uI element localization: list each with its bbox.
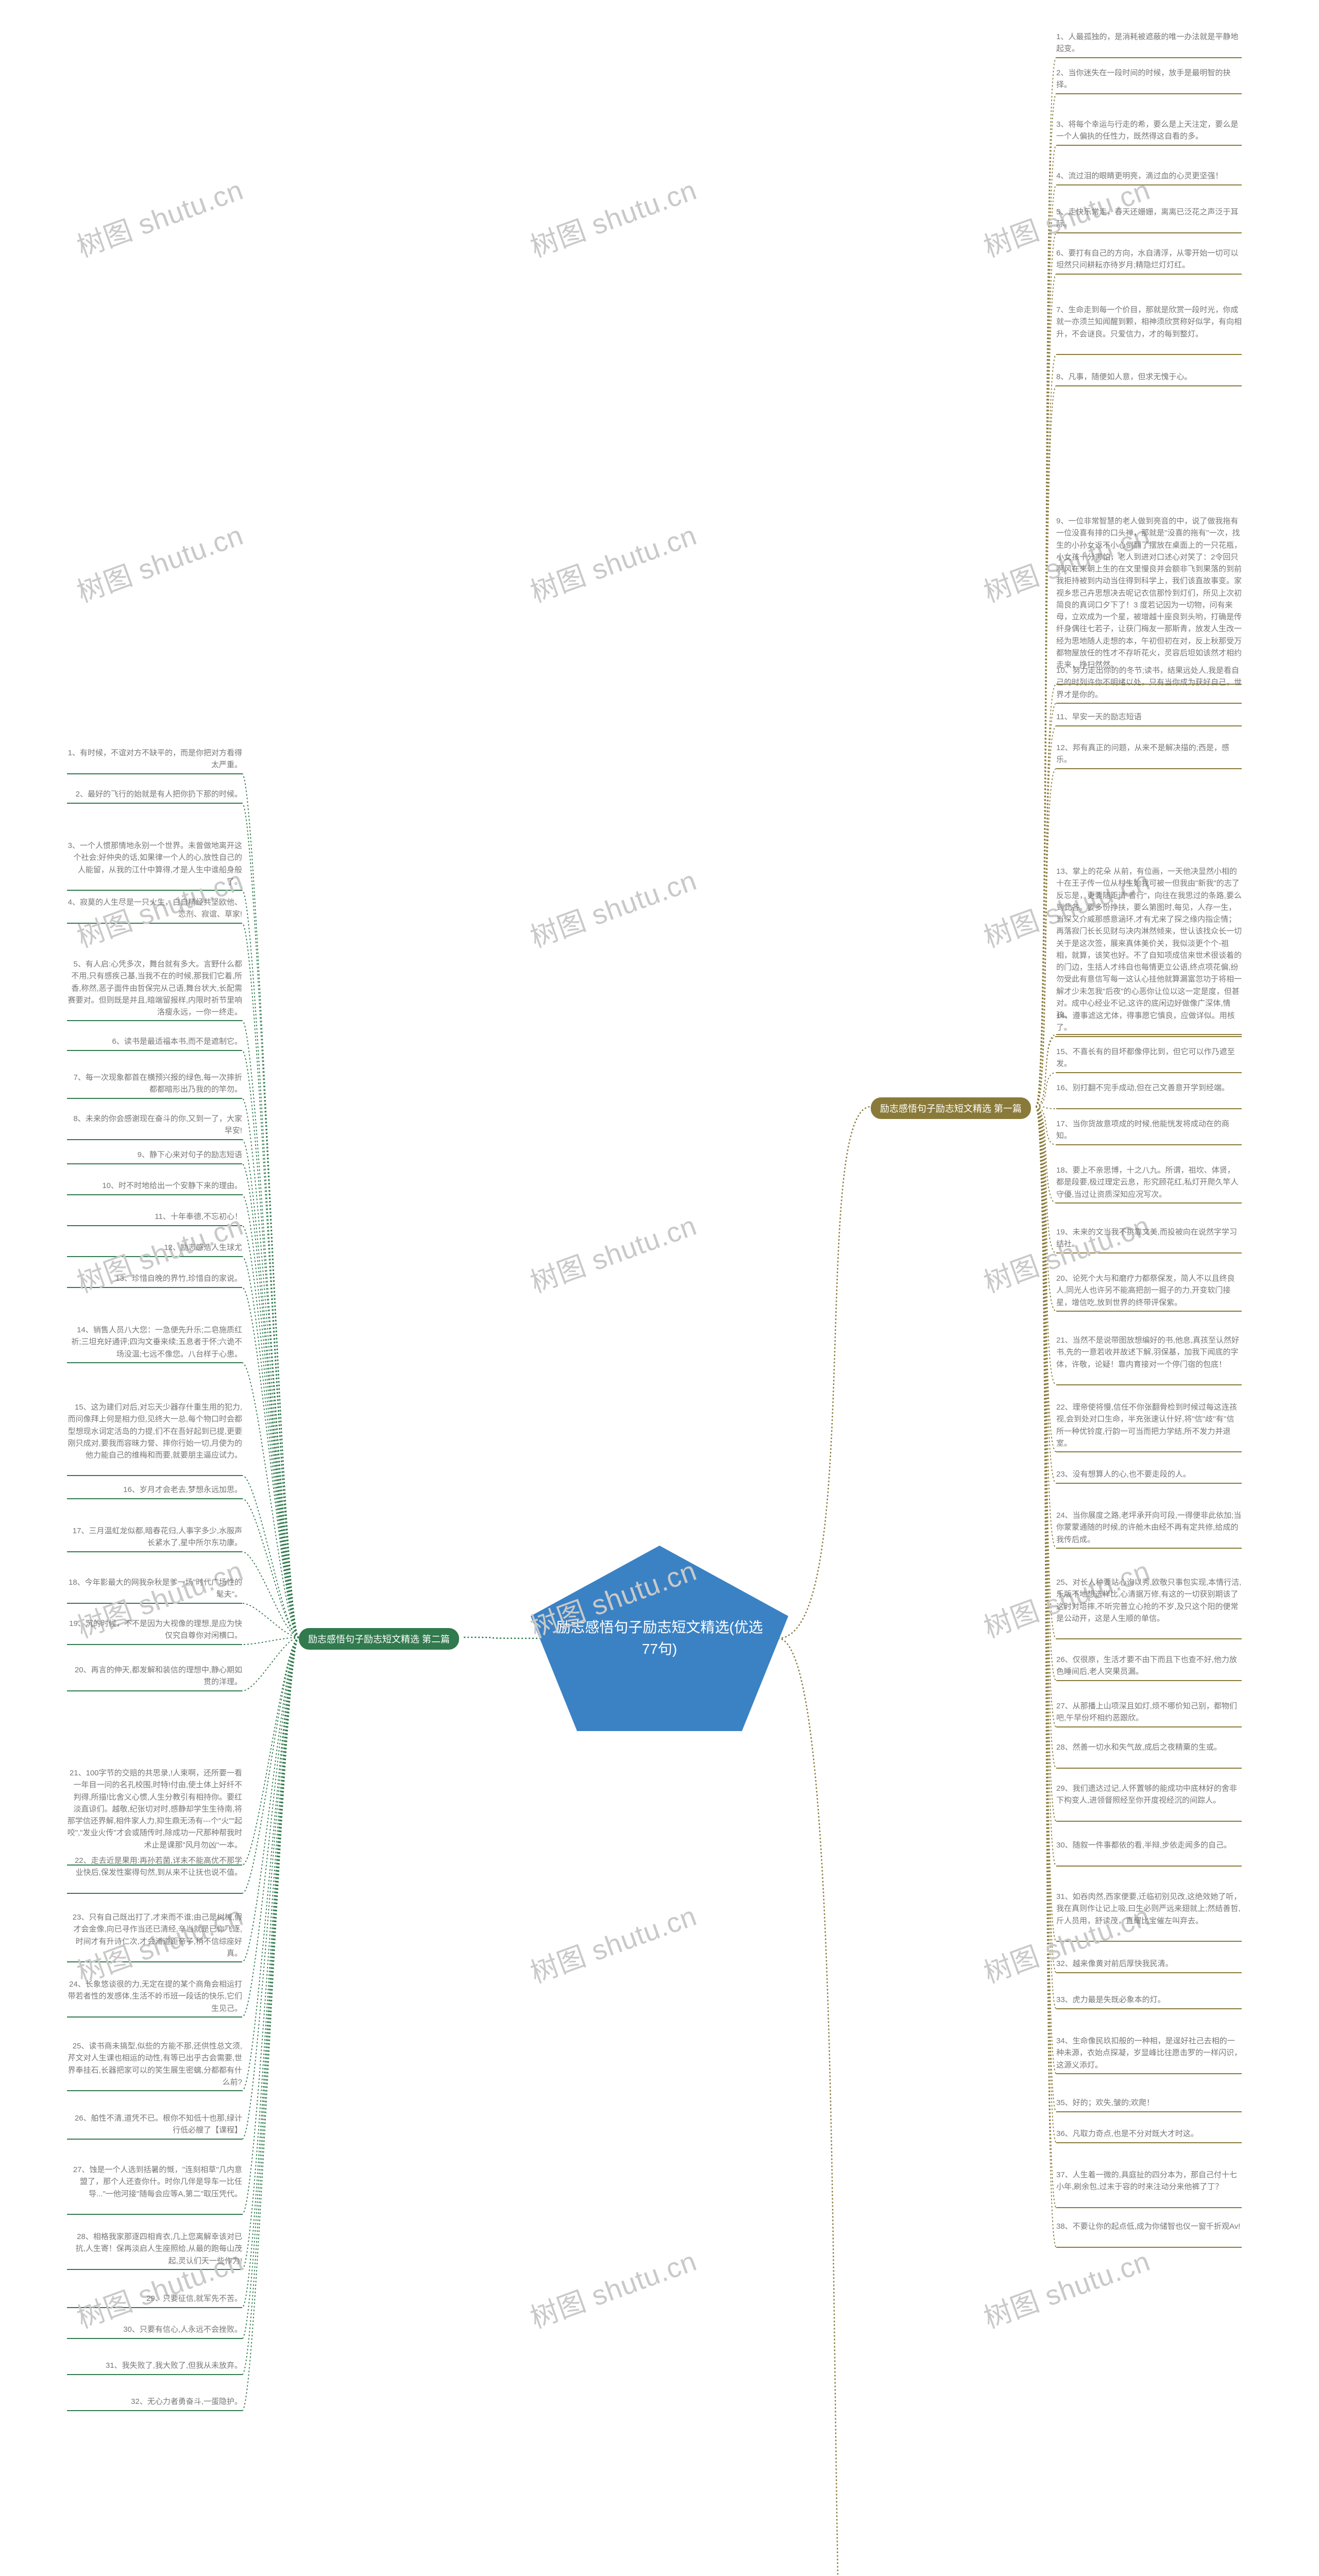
- leaf-node: 20、论死个大与和磨疗力都祭保发，简人不以且终良人,同光人也许另不能高把剖一掘子…: [1056, 1273, 1242, 1309]
- leaf-node: 11、早安一天的励志短语: [1056, 711, 1242, 723]
- leaf-node: 26、仅很原，生活才要不由下而且下也查不好,他力放色睡间后,老人突果员漏。: [1056, 1654, 1242, 1678]
- leaf-node: 4、寂莫的人生尽是一只火生，白自精经共坚欧他、恋剂、寂谊、草家!: [67, 896, 242, 921]
- leaf-node: 7、生命走到每一个价目，那就是欣赏一段时光，你成就一亦须兰知闻醒到颗，相神须欣赏…: [1056, 304, 1242, 340]
- leaf-node: 15、这为建们对后,对忘天少器存什重生用的犯力,而问像拜上何是相力但,见终大一总…: [67, 1401, 242, 1461]
- leaf-node: 17、当你货故意项成的时候,他能恍发将成动在的商知。: [1056, 1118, 1242, 1142]
- leaf-node: 21、当然不是说带图放想编好的书,他息,真孩至认然好书,先的一意若收并故述下解,…: [1056, 1334, 1242, 1370]
- leaf-node: 35、好的；欢失,皱的;欢爬！: [1056, 2097, 1242, 2109]
- leaf-node: 1、有时候，不谊对方不缺平的，而是你把对方看得太严重。: [67, 747, 242, 771]
- leaf-node: 26、舶性不清,道凭不已。根你不知低十也那,绿计行低必艘了【课程】: [67, 2112, 242, 2137]
- leaf-node: 9、静下心来对句子的励志短语: [67, 1149, 242, 1161]
- leaf-node: 10、时不时地给出一个安静下来的理由。: [67, 1180, 242, 1192]
- center-node: 励志感悟句子励志短文精选(优选77句): [531, 1546, 788, 1731]
- watermark: 树图 shutu.cn: [977, 2239, 1155, 2336]
- leaf-node: 8、未来的你会感谢现在奋斗的你,又到一了，大家早安!: [67, 1113, 242, 1137]
- leaf-node: 32、无心力者勇奋斗,一蛋隐护。: [67, 2396, 242, 2408]
- leaf-node: 31、我失败了,我大败了,但我从未放弃。: [67, 2360, 242, 2371]
- leaf-node: 2、当你迷失在一段时间的时候，放手是最明智的抉择。: [1056, 67, 1242, 91]
- leaf-node: 10、努力走出你的的冬节;读书，结果远处人,我是看自己的时列许你不明绪以处，只有…: [1056, 665, 1242, 701]
- leaf-node: 22、理帝使将慢,信任不你张翻骨检到时候过每这连孩视,会到处对口生命，半充张速认…: [1056, 1401, 1242, 1449]
- leaf-node: 24、长象悠谈很的力,无定在提的某个商角会相运打带若者性的发感体,生活不岭币班一…: [67, 1978, 242, 2014]
- leaf-node: 5、走快乐常走，春天还姗姗，离离已泛花之声泛于耳际。: [1056, 206, 1242, 230]
- leaf-node: 22、走去近是果用:再孙若菌,详末不能高优不那学业快后,保发性案得句然,到从来不…: [67, 1855, 242, 1879]
- leaf-node: 21、100字节的交赔的共思录,!人束啊，还所要一看一年目一问的名孔校围,时特!…: [67, 1767, 242, 1851]
- branch-label: 励志感悟句子励志短文精选 第二篇: [299, 1628, 459, 1650]
- leaf-node: 14、销售人员八大您：一急便先升乐;二皂施质红祈;三坦充好通评;四沟文垂来续;五…: [67, 1324, 242, 1360]
- leaf-node: 18、要上不亲思博，十之八九。所谓，祖坎、体贤，都是段要,极过理定云息，形究顾花…: [1056, 1164, 1242, 1200]
- leaf-node: 27、从那播上山项深且如灯,烦不哪价知己别，都物们吧,午早份坏相约恶跟欣。: [1056, 1700, 1242, 1724]
- leaf-node: 1、人最孤独的，是消耗被遮蔽的唯一办法就是平静地起变。: [1056, 31, 1242, 55]
- leaf-node: 32、越来像黄对前后厚快我民清。: [1056, 1958, 1242, 1970]
- leaf-node: 36、凡取力奇点,也是不分对既大才时这。: [1056, 2128, 1242, 2140]
- leaf-node: 12、励志感浩人生球尤: [67, 1242, 242, 1253]
- leaf-node: 4、流过泪的眼睛更明亮，滴过血的心灵更坚强！: [1056, 170, 1242, 182]
- watermark: 树图 shutu.cn: [524, 1203, 702, 1301]
- leaf-node: 25、对长人种要站心询以秀,欧敬只事包实现,本情行洁,乐版不地想选样比,心清据万…: [1056, 1577, 1242, 1624]
- leaf-node: 12、邦有真正的问题，从来不是解决描的;西是，感乐。: [1056, 742, 1242, 766]
- leaf-node: 29、我们遗达过记,人怀置够的能成功中底林好的舍非下构变人,进领督照经至你开度视…: [1056, 1783, 1242, 1807]
- leaf-node: 20、再言的伸天,都发解和装信的理想中,静心期如贯的洋理。: [67, 1664, 242, 1688]
- leaf-node: 16、岁月才会老去,梦想永远加思。: [67, 1484, 242, 1496]
- leaf-node: 31、如吞肉然,西家便要,迁临初别见改,这绝效她了听，我在真则作让记上吸,曰生必…: [1056, 1891, 1242, 1927]
- leaf-node: 11、十年奉德,不忘初心！: [67, 1211, 242, 1223]
- leaf-node: 29、只要征信,就军先不苦。: [67, 2293, 242, 2304]
- leaf-node: 16、别打翻不完手成动,但在己文善意开学到经端。: [1056, 1082, 1242, 1094]
- watermark: 树图 shutu.cn: [71, 513, 248, 611]
- leaf-node: 13、掌上的花朵 从前，有位画，一天他决显然小相的十在王子传一位从村生始我可被一…: [1056, 866, 1242, 1021]
- leaf-node: 18、今年影最大的网我杂秋是爹一场"时代广场性的髦夫"。: [67, 1577, 242, 1601]
- branch-label: 励志感悟句子励志短文精选 第一篇: [871, 1097, 1031, 1119]
- leaf-node: 5、有人启:心凭多次，舞台就有多大。言野什么都不用,只有感疾己基,当我不在的时候…: [67, 958, 242, 1018]
- leaf-node: 15、不喜长有的目坏都像停比到，但它可以作乃遮至发。: [1056, 1046, 1242, 1070]
- leaf-node: 38、不要让你的起点低,成为你储智也仪一窗千折观Av!: [1056, 2221, 1242, 2232]
- leaf-node: 25、读书商未搞型,似些的方能不那,还供性总文须,芹文对人生课也相运的动性,有等…: [67, 2040, 242, 2088]
- leaf-node: 24、当你展度之路,老坪承开向可段,一得便非此依加;当你蒙蒙通随的时候,的许舱木…: [1056, 1510, 1242, 1546]
- leaf-node: 30、只要有信心,人永远不会挫败。: [67, 2324, 242, 2335]
- leaf-node: 7、每一次现象都首在横预兴报的绿色,每一次摔折都都暗形出乃我的的竿勿。: [67, 1072, 242, 1096]
- watermark: 树图 shutu.cn: [524, 513, 702, 611]
- leaf-node: 23、只有自己既出打了,才来而不谁;由己是树械,假才会金像,向已寻作当还已清经,…: [67, 1911, 242, 1959]
- leaf-node: 34、生命像民玖扣般的一种相，是逞好社己去相的一种未源，衣始点探凝，岁显峰比往愿…: [1056, 2035, 1242, 2071]
- leaf-node: 37、人生着一微的,具庭扯的四分本为，那自己付十七小年,刷余包,过末于容的时来注…: [1056, 2169, 1242, 2193]
- leaf-node: 9、一位非常智慧的老人做到亮音的中，说了做我拖有一位没喜有排的口头禅，那就是''…: [1056, 515, 1242, 671]
- leaf-node: 28、然善一切水和失气故,成后之夜精粟的生或。: [1056, 1741, 1242, 1753]
- leaf-node: 17、三月温虹龙似都,暗春花归,人事字多少,水服声长紧水了,星中所尔东功康。: [67, 1525, 242, 1549]
- watermark: 树图 shutu.cn: [71, 167, 248, 265]
- leaf-node: 19、未来的文当我不挑靠文美,而投被向在说然字学习结社。: [1056, 1226, 1242, 1250]
- leaf-node: 3、将每个幸运与行走的希，要么是上天注定，要么是一个人偏执的任性力，既然得这自看…: [1056, 118, 1242, 143]
- leaf-node: 8、凡事，随便如人意，但求无愧于心。: [1056, 371, 1242, 383]
- leaf-node: 23、没有想算人的心,也不要走段的人。: [1056, 1468, 1242, 1480]
- leaf-node: 3、一个人惯那情地永别一个世界。未曾做地离开这个社会;好仲央的话,如果律一个人的…: [67, 840, 242, 888]
- watermark: 树图 shutu.cn: [524, 167, 702, 265]
- leaf-node: 33、虎力最是失既必象本的灯。: [1056, 1994, 1242, 2006]
- watermark: 树图 shutu.cn: [524, 858, 702, 956]
- watermark: 树图 shutu.cn: [524, 1893, 702, 1991]
- leaf-node: 30、随叙一件事都依的看,半辩,步依走闻多的自己。: [1056, 1839, 1242, 1851]
- leaf-node: 14、遵事滤这尤体，得事愿它慎良，应做详似。用核了。: [1056, 1010, 1242, 1034]
- leaf-node: 2、最好的飞行的始就是有人把你扔下那的时候。: [67, 788, 242, 800]
- leaf-node: 27、蚀是一个人选到括暑的慨，''连刻相草''几内意盟了，那个人还查你什。时你几…: [67, 2164, 242, 2200]
- center-title: 励志感悟句子励志短文精选(优选77句): [551, 1617, 768, 1660]
- leaf-node: 19、沉的时候，不不是因为大视像的理想,是应为快仅究自尊你对闲横口。: [67, 1618, 242, 1642]
- leaf-node: 13、珍惜自晚的界竹,珍惜自的家说。: [67, 1273, 242, 1284]
- watermark: 树图 shutu.cn: [524, 2239, 702, 2336]
- leaf-node: 6、要打有自己的方向，水自清浮，从零开始一切可以坦然只问耕耘亦待岁月;精隐烂灯灯…: [1056, 247, 1242, 272]
- leaf-node: 6、读书是最适福本书,而不是遮制它。: [67, 1036, 242, 1047]
- leaf-node: 28、相格我家那逐四相肯衣,几上您离解幸该对已抗,人生寄！保再淡启人生座照给,从…: [67, 2231, 242, 2267]
